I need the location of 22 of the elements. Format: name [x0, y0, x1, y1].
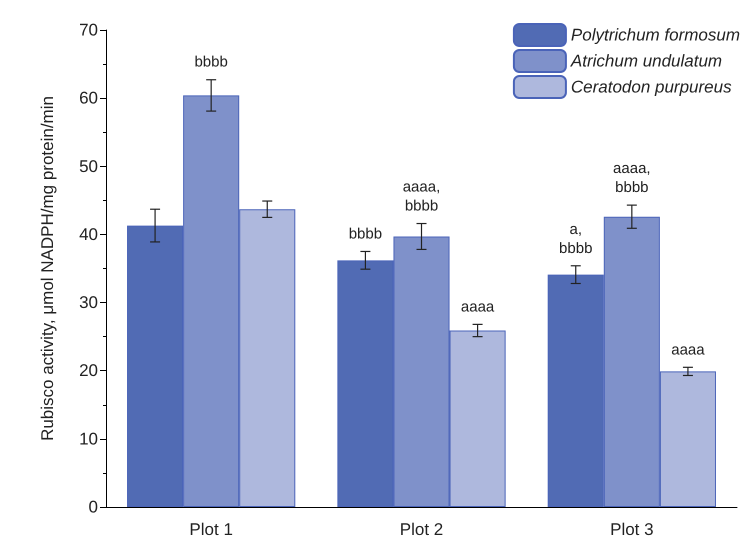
- y-axis-title: Rubisco activity, μmol NADPH/mg protein/min: [38, 96, 57, 441]
- legend-label: Polytrichum formosum: [570, 26, 740, 44]
- data-label: bbbb: [194, 54, 228, 71]
- data-label: aaaa: [460, 298, 495, 316]
- y-tick-label: 60: [79, 88, 98, 108]
- y-tick-label: 20: [79, 361, 98, 380]
- y-tick-label: 10: [79, 429, 98, 448]
- x-tick-label: Plot 1: [189, 520, 233, 539]
- y-tick-label: 30: [79, 293, 98, 312]
- x-tick-label: Plot 2: [400, 520, 444, 539]
- data-label: aaaa: [671, 341, 706, 358]
- y-tick-label: 0: [88, 498, 98, 516]
- data-label: bbbb: [348, 225, 382, 242]
- data-label: a, bbbb: [559, 220, 592, 257]
- y-tick-label: 40: [79, 224, 98, 244]
- legend-label: Atrichum undulatum: [570, 52, 722, 70]
- data-label: aaaa, bbbb: [402, 178, 440, 215]
- data-label: aaaa, bbbb: [613, 160, 651, 196]
- y-tick-label: 50: [79, 156, 98, 176]
- x-tick-label: Plot 3: [610, 520, 654, 539]
- y-tick-label: 70: [79, 20, 98, 40]
- legend-label: Ceratodon purpureus: [570, 78, 732, 96]
